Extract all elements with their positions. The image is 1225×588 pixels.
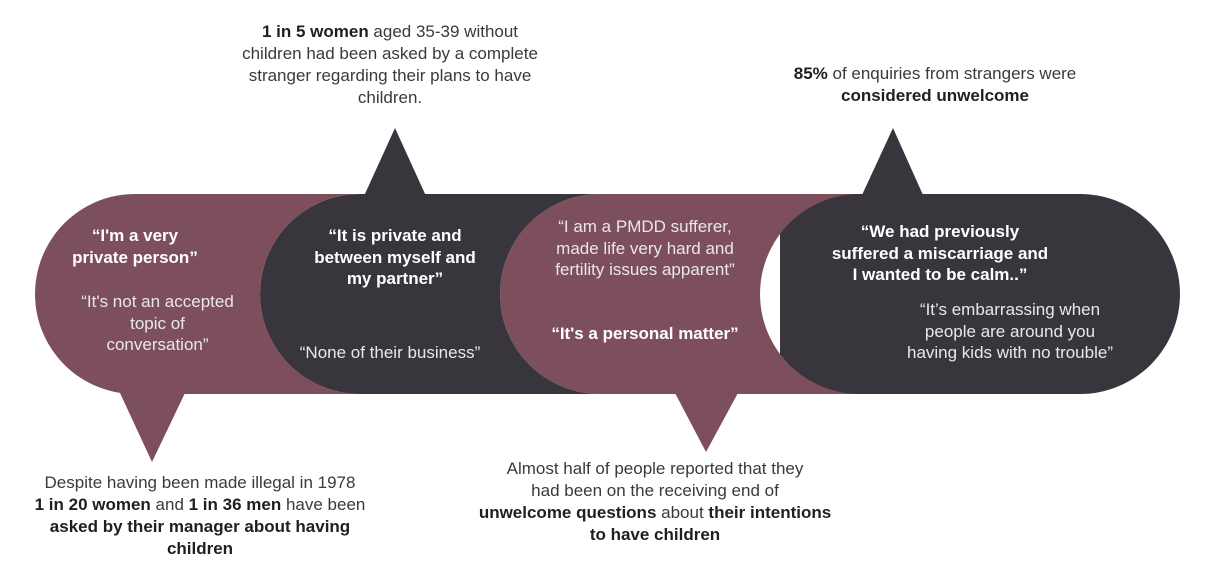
bubble-3	[500, 194, 860, 452]
bubble-2	[260, 128, 600, 394]
bubble-4-pointer	[862, 128, 923, 195]
bubble-2-quote-bold: “It is private and between myself and my…	[314, 226, 476, 288]
bubble-1-body	[35, 194, 361, 394]
callout-bottom-left: Despite having been made illegal in 1978…	[34, 473, 366, 558]
bubble-3-quote-bold: “It's a personal matter”	[551, 324, 739, 343]
bubble-3-quote: “I am a PMDD sufferer, made life very ha…	[555, 217, 735, 279]
bubble-4-quote: “It’s embarrassing when people are aroun…	[906, 300, 1113, 362]
bubble-4-quote-bold: “We had previously suffered a miscarriag…	[831, 222, 1049, 284]
bubble-3-body	[500, 194, 860, 394]
callout-top-right-stat: 85%	[793, 64, 828, 83]
bubble-3-pointer	[675, 393, 738, 452]
bubble-2-quote: “None of their business”	[299, 343, 481, 362]
bubble-2-body	[260, 194, 600, 394]
callout-top-left-stat: 1 in 5 women	[261, 22, 369, 41]
bubble-1-quote: “It's not an accepted topic of conversat…	[81, 292, 234, 354]
callout-top-right: 85% of enquiries from strangers were con…	[793, 64, 1077, 105]
bubble-4-body	[780, 194, 1180, 394]
bubble-4	[780, 128, 1180, 394]
callout-top-left: 1 in 5 women aged 35-39 without children…	[242, 22, 538, 107]
bubble-1-pointer	[120, 393, 185, 462]
bubble-1-quote-bold: “I'm a very private person”	[72, 226, 198, 267]
bubble-1	[35, 194, 361, 462]
bubble-2-pointer	[364, 128, 426, 196]
callout-bottom-middle: Almost half of people reported that they…	[478, 459, 832, 544]
